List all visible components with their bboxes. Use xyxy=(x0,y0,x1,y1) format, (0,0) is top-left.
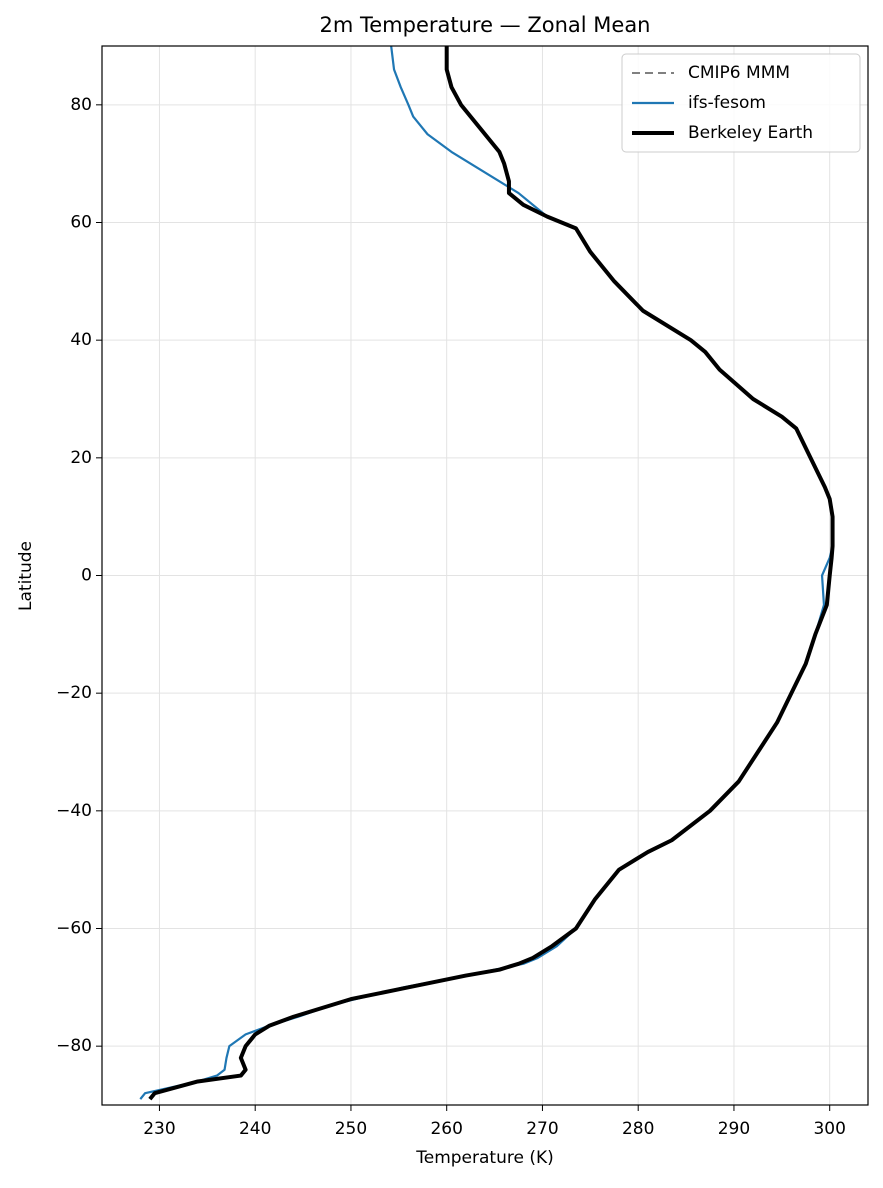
legend-label: Berkeley Earth xyxy=(688,123,813,143)
y-tick-label: −40 xyxy=(56,801,92,821)
y-tick-label: −60 xyxy=(56,919,92,939)
data-line xyxy=(148,46,835,1101)
y-tick-label: −80 xyxy=(56,1036,92,1056)
x-axis-label: Temperature (K) xyxy=(415,1148,554,1168)
y-tick-label: 20 xyxy=(70,448,92,468)
x-tick-label: 270 xyxy=(526,1119,558,1139)
legend-label: CMIP6 MMM xyxy=(688,63,790,83)
x-tick-label: 250 xyxy=(335,1119,367,1139)
y-tick-label: −20 xyxy=(56,683,92,703)
x-tick-label: 290 xyxy=(718,1119,750,1139)
chart-title: 2m Temperature — Zonal Mean xyxy=(319,13,650,37)
x-tick-label: 240 xyxy=(239,1119,271,1139)
y-tick-label: 0 xyxy=(81,566,92,586)
y-tick-label: 80 xyxy=(70,95,92,115)
x-tick-label: 260 xyxy=(430,1119,462,1139)
plot-frame xyxy=(101,45,869,1106)
y-axis-label: Latitude xyxy=(16,541,36,611)
x-tick-label: 280 xyxy=(622,1119,654,1139)
legend-label: ifs-fesom xyxy=(688,93,766,113)
y-tick-label: 40 xyxy=(70,330,92,350)
y-tick-label: 60 xyxy=(70,213,92,233)
legend-box xyxy=(621,53,861,153)
x-tick-label: 230 xyxy=(143,1119,175,1139)
x-tick-label: 300 xyxy=(813,1119,845,1139)
data-line xyxy=(139,46,834,1100)
